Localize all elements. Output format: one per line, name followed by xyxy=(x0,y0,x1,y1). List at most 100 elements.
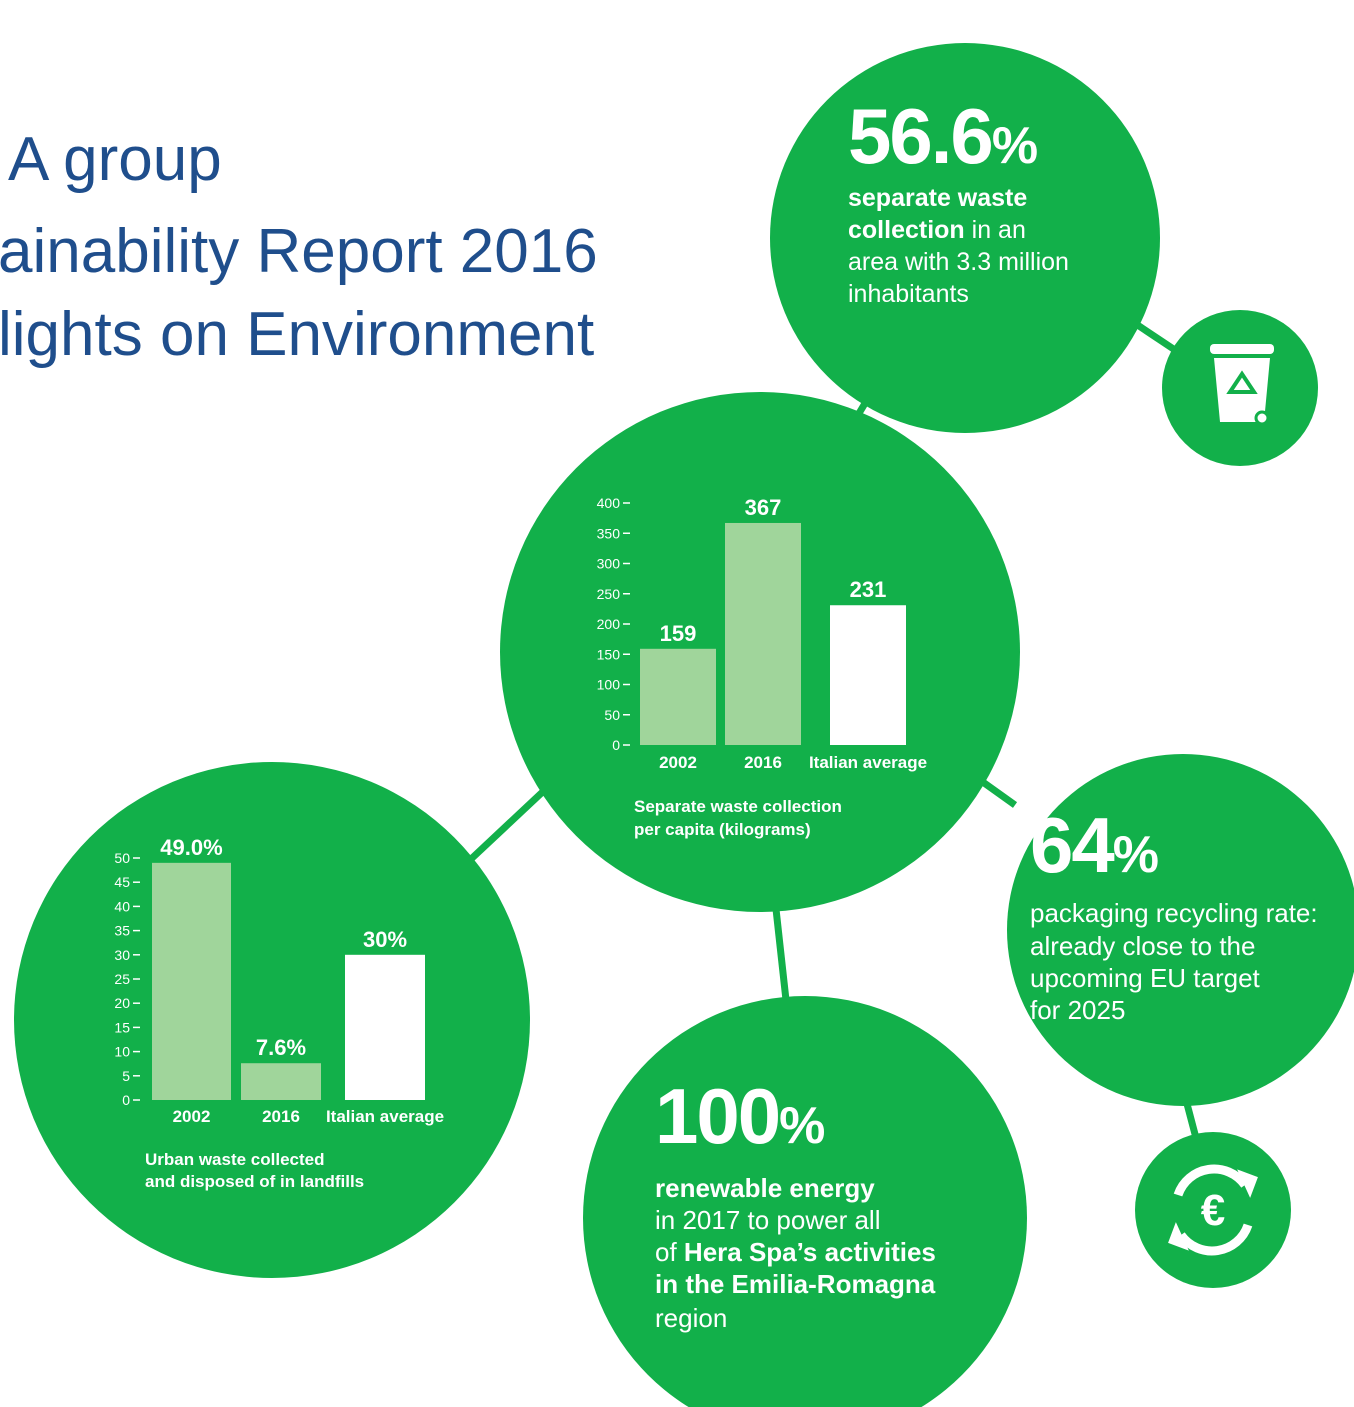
bubble xyxy=(770,43,1160,433)
stat-text: collection in an xyxy=(848,216,1026,244)
y-tick-label: 300 xyxy=(597,556,621,572)
stat-text: already close to the xyxy=(1030,931,1255,961)
stat-text-segment: in an xyxy=(965,216,1026,244)
x-tick-label: 2002 xyxy=(173,1107,211,1126)
chart-title: per capita (kilograms) xyxy=(634,820,811,839)
stat-number: 64% xyxy=(1030,801,1158,889)
stat-text-segment: area with 3.3 million xyxy=(848,248,1069,276)
title-line: ainability Report 2016 xyxy=(0,217,598,286)
stat-text-segment: upcoming EU target xyxy=(1030,963,1261,993)
y-tick-label: 0 xyxy=(122,1092,130,1108)
stat-text-segment: Hera Spa’s activities xyxy=(684,1237,936,1267)
stat-text: in 2017 to power all xyxy=(655,1205,880,1235)
data-label: 367 xyxy=(745,495,782,520)
bubble xyxy=(583,996,1027,1407)
data-label: 49.0% xyxy=(160,835,222,860)
stat-text: packaging recycling rate: xyxy=(1030,898,1318,928)
bar xyxy=(725,522,801,745)
data-label: 159 xyxy=(660,621,697,646)
stat-text: in the Emilia-Romagna xyxy=(655,1269,936,1299)
connector xyxy=(467,782,553,863)
x-tick-label: 2016 xyxy=(744,753,782,772)
stat-value: 56.6 xyxy=(848,92,992,180)
connector xyxy=(771,899,790,1001)
bar xyxy=(640,648,716,745)
bubble xyxy=(1007,754,1354,1106)
bar-chart: 0 50 100 150 200 250 300 350 400 159 2002 367 2016 23… xyxy=(597,495,927,839)
icon-bubble xyxy=(1135,1132,1291,1288)
stat-text-segment: of xyxy=(655,1237,684,1267)
y-tick-label: 45 xyxy=(114,874,130,890)
stat-value: 64 xyxy=(1030,801,1114,889)
stat-text-segment: inhabitants xyxy=(848,280,969,308)
x-tick-label: 2016 xyxy=(262,1107,300,1126)
stat-text-segment: separate waste xyxy=(848,184,1027,212)
chart-title: and disposed of in landfills xyxy=(145,1172,364,1191)
stat-unit: % xyxy=(992,117,1037,175)
stat-text: upcoming EU target xyxy=(1030,963,1261,993)
bar xyxy=(241,1063,321,1100)
connector xyxy=(1182,1099,1200,1139)
stat-number: 56.6% xyxy=(848,92,1037,180)
stat-text: area with 3.3 million xyxy=(848,248,1069,276)
y-tick-label: 100 xyxy=(597,677,621,693)
stat: 64% packaging recycling rate:already clos… xyxy=(1030,801,1318,1025)
title-line: lights on Environment xyxy=(0,300,594,369)
data-label: 231 xyxy=(850,577,887,602)
x-tick-label: 2002 xyxy=(659,753,697,772)
y-tick-label: 250 xyxy=(597,586,621,602)
x-tick-label: Italian average xyxy=(326,1107,444,1126)
stat-unit: % xyxy=(1113,826,1158,884)
bin-icon xyxy=(1210,344,1274,426)
stat-text-segment: collection xyxy=(848,216,965,244)
y-tick-label: 5 xyxy=(122,1068,130,1084)
bar xyxy=(152,862,231,1100)
stat-text-segment: for 2025 xyxy=(1030,995,1125,1025)
data-label: 7.6% xyxy=(256,1035,306,1060)
y-tick-label: 40 xyxy=(114,898,130,914)
connector xyxy=(977,777,1018,808)
y-tick-label: 350 xyxy=(597,525,621,541)
y-tick-label: 10 xyxy=(114,1044,130,1060)
stat-value: 100 xyxy=(655,1072,779,1160)
stat-text: inhabitants xyxy=(848,280,969,308)
bubble xyxy=(14,762,530,1278)
stat-text: for 2025 xyxy=(1030,995,1125,1025)
bar xyxy=(830,605,906,745)
x-tick-label: Italian average xyxy=(809,753,927,772)
y-tick-label: 150 xyxy=(597,646,621,662)
stat-text: of Hera Spa’s activities xyxy=(655,1237,936,1267)
stat-text-segment: renewable energy xyxy=(655,1173,875,1203)
page-title: A group ainability Report 2016 lights on… xyxy=(0,125,598,369)
data-label: 30% xyxy=(363,927,407,952)
stat-text: separate waste xyxy=(848,184,1027,212)
stat-text-segment: in the Emilia-Romagna xyxy=(655,1269,936,1299)
stat-text-segment: packaging recycling rate: xyxy=(1030,898,1318,928)
chart-title: Urban waste collected xyxy=(145,1150,325,1169)
y-tick-label: 30 xyxy=(114,947,130,963)
stat-number: 100% xyxy=(655,1072,824,1160)
stat-text-segment: region xyxy=(655,1303,727,1333)
y-tick-label: 50 xyxy=(114,850,130,866)
stat: 56.6% separate waste collection in an area … xyxy=(848,92,1069,308)
y-tick-label: 20 xyxy=(114,995,130,1011)
y-tick-label: 0 xyxy=(612,737,620,753)
stat-text: renewable energy xyxy=(655,1173,875,1203)
y-tick-label: 25 xyxy=(114,971,130,987)
y-tick-label: 400 xyxy=(597,495,621,511)
stat-unit: % xyxy=(779,1097,824,1155)
bar-chart: 0 5 10 15 20 25 30 35 40 45 50 49.0% 2002 7.6% 2016 30%… xyxy=(114,835,444,1191)
bubbles xyxy=(14,43,1354,1407)
y-tick-label: 15 xyxy=(114,1019,130,1035)
bar xyxy=(345,954,425,1100)
stat-text: region xyxy=(655,1303,727,1333)
y-tick-label: 35 xyxy=(114,923,130,939)
title-line: A group xyxy=(8,125,222,194)
svg-text:€: € xyxy=(1201,1186,1225,1235)
stat-text-segment: in 2017 to power all xyxy=(655,1205,880,1235)
y-tick-label: 200 xyxy=(597,616,621,632)
y-tick-label: 50 xyxy=(604,707,620,723)
